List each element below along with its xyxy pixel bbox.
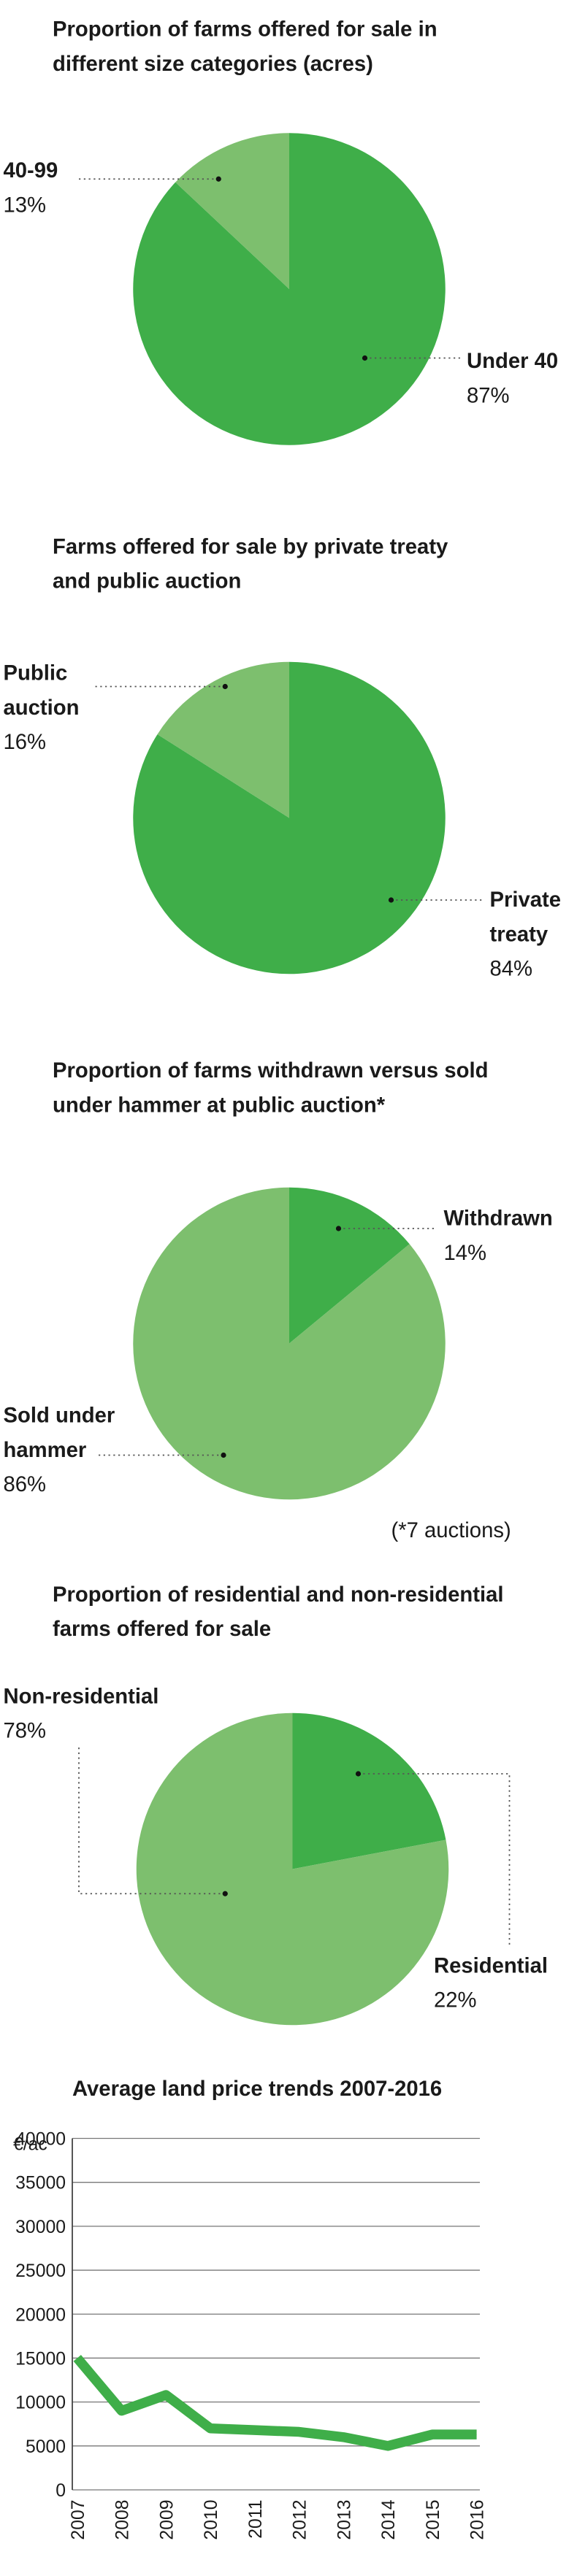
x-tick-label: 2012 — [291, 2500, 310, 2540]
slice-value: 86% — [4, 1473, 47, 1496]
pie-slice — [292, 1712, 446, 1869]
slice-label: Non-residential — [4, 1685, 159, 1708]
leader-line — [358, 1773, 511, 1947]
y-axis-label: €/ac — [13, 2134, 47, 2154]
slice-value: 16% — [4, 731, 47, 754]
slice-label: Withdrawn — [444, 1207, 553, 1231]
chart-title: Average land price trends 2007-2016 — [72, 2077, 442, 2101]
pie-slice — [133, 1187, 446, 1500]
slice-value: 84% — [490, 958, 533, 981]
pie-slice — [175, 133, 289, 289]
y-tick-label: 35000 — [15, 2174, 66, 2194]
pie-slice — [289, 1187, 410, 1344]
y-tick-label: 5000 — [26, 2437, 66, 2457]
y-tick-label: 20000 — [15, 2305, 66, 2325]
slice-value: 14% — [444, 1242, 487, 1265]
slice-value: 87% — [467, 384, 510, 407]
x-tick-label: 2009 — [157, 2500, 177, 2540]
x-tick-label: 2007 — [69, 2500, 88, 2540]
x-tick-label: 2011 — [246, 2500, 266, 2539]
y-tick-label: 10000 — [15, 2394, 66, 2413]
y-tick-label: 40000 — [15, 2130, 66, 2150]
line-series — [73, 2355, 477, 2451]
chart-title: Proportion of residential and non-reside… — [53, 1583, 510, 1641]
leader-dot — [215, 176, 221, 182]
chart-title: Proportion of farms withdrawn versus sol… — [53, 1059, 494, 1117]
slice-label: Under 40 — [467, 350, 558, 373]
x-tick-label: 2015 — [424, 2500, 443, 2540]
slice-value: 78% — [4, 1720, 47, 1743]
slice-label: Residential — [434, 1954, 548, 1977]
leader-dot — [222, 683, 228, 690]
x-tick-label: 2013 — [335, 2500, 354, 2540]
slice-label: Private treaty — [490, 888, 568, 946]
leader-dot — [362, 355, 368, 361]
chart-group: Proportion of farms offered for sale in … — [4, 18, 568, 2540]
leader-dot — [221, 1452, 226, 1458]
slice-value: 22% — [434, 1989, 477, 2012]
x-tick-label: 2016 — [468, 2500, 488, 2540]
x-tick-label: 2014 — [379, 2499, 399, 2540]
x-tick-label: 2010 — [202, 2500, 221, 2540]
slice-label: Public auction — [4, 662, 80, 720]
pie-slice — [157, 661, 289, 818]
chart-title: Proportion of farms offered for sale in … — [53, 18, 443, 76]
slice-label: 40-99 — [4, 159, 58, 182]
leader-dot — [335, 1226, 342, 1231]
pie-slice — [133, 133, 446, 445]
y-tick-label: 15000 — [15, 2349, 66, 2369]
slice-value: 13% — [4, 193, 47, 217]
y-tick-label: 0 — [56, 2481, 66, 2501]
leader-dot — [388, 897, 394, 903]
slice-label: Sold under hammer — [4, 1404, 121, 1462]
y-tick-label: 25000 — [15, 2261, 66, 2281]
leader-dot — [355, 1771, 362, 1777]
y-tick-label: 30000 — [15, 2218, 66, 2237]
pie-slice — [136, 1712, 449, 2026]
chart-title: Farms offered for sale by private treaty… — [53, 535, 454, 593]
leader-dot — [222, 1891, 228, 1896]
x-tick-label: 2008 — [113, 2500, 133, 2540]
footnote: (*7 auctions) — [391, 1519, 511, 1542]
